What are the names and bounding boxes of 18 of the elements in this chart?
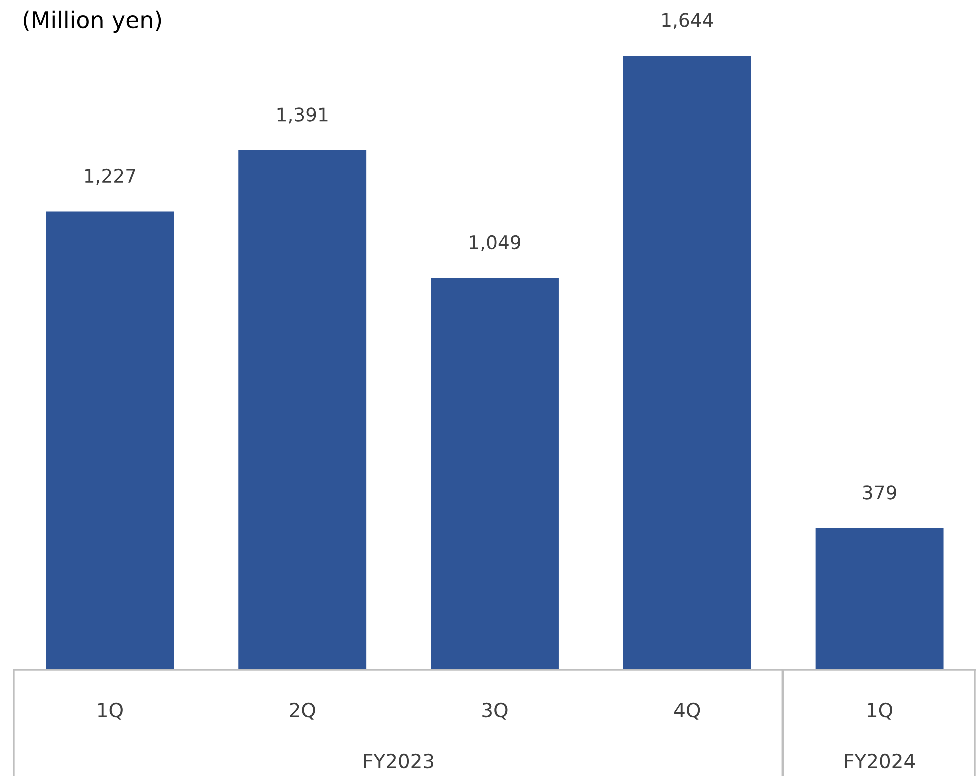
data-label: 379: [863, 486, 896, 500]
bar: [46, 212, 174, 670]
data-label: 1,227: [85, 168, 136, 186]
x-tick-label: 1Q: [98, 702, 123, 720]
chart-title: (Million yen): [24, 10, 162, 34]
text: FY2023: [364, 754, 434, 769]
data-label: 1,391: [278, 108, 328, 124]
bar: [431, 278, 559, 670]
bar: [623, 56, 752, 670]
data-label: 1,049: [470, 235, 521, 252]
x-tick-label: 4Q: [674, 702, 700, 720]
x-tick-label: 3Q: [482, 702, 508, 720]
bar: [238, 150, 367, 670]
data-label: 1,644: [662, 13, 714, 30]
x-tick-label: 1Q: [868, 702, 893, 720]
x-tick-label: 2Q: [290, 702, 316, 720]
bar: [816, 528, 944, 670]
text: FY2024: [845, 754, 915, 769]
